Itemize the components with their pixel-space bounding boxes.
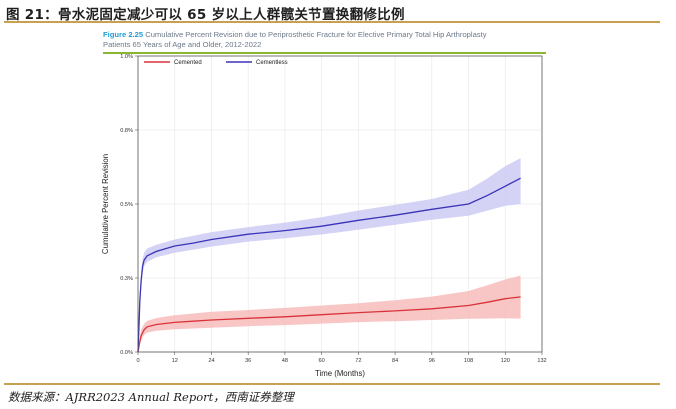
x-tick-label: 108 (464, 358, 473, 364)
x-tick-label: 0 (136, 358, 139, 364)
legend-label-cementless: Cementless (256, 60, 288, 66)
x-tick-label: 72 (355, 358, 361, 364)
x-tick-label: 96 (429, 358, 435, 364)
x-tick-label: 12 (172, 358, 178, 364)
x-tick-label: 24 (208, 358, 214, 364)
figure-label: Figure 2.25 (103, 30, 144, 39)
x-tick-label: 60 (319, 358, 325, 364)
x-tick-label: 120 (501, 358, 510, 364)
y-tick-label: 0.5% (120, 202, 133, 208)
x-axis-title: Time (Months) (315, 369, 365, 378)
series-line-cemented (137, 296, 521, 353)
y-axis-title: Cumulative Percent Revision (101, 154, 110, 254)
y-tick-label: 0.3% (120, 276, 133, 282)
series-lines (137, 177, 521, 353)
bottom-divider (4, 383, 660, 385)
figure-caption-line1: Cumulative Percent Revision due to Perip… (143, 30, 487, 39)
x-axis-ticks: 0 12 24 36 48 60 72 84 96 108 120 132 (136, 352, 547, 364)
x-tick-label: 48 (282, 358, 288, 364)
y-tick-label: 0.0% (120, 350, 133, 356)
confidence-bands (138, 158, 521, 352)
legend-label-cemented: Cemented (174, 60, 202, 66)
x-tick-label: 84 (392, 358, 398, 364)
report-figure-title: 图 21：骨水泥固定减少可以 65 岁以上人群髋关节置换翻修比例 (6, 7, 405, 23)
figure-caption: Figure 2.25 Cumulative Percent Revision … (103, 30, 487, 50)
source-note: 数据来源：AJRR2023 Annual Report，西南证券整理 (8, 390, 294, 404)
y-tick-label: 0.8% (120, 128, 133, 134)
y-axis-ticks: 0.0% 0.3% 0.5% 0.8% 1.0% (120, 54, 138, 356)
figure-caption-underline (103, 52, 546, 54)
top-divider (4, 21, 660, 23)
series-line-cementless (137, 177, 521, 353)
figure-caption-line2: Patients 65 Years of Age and Older, 2012… (103, 40, 262, 49)
x-tick-label: 36 (245, 358, 251, 364)
chart-legend: Cemented Cementless (144, 60, 288, 66)
x-tick-label: 132 (537, 358, 546, 364)
confidence-band-cementless (138, 158, 521, 352)
y-tick-label: 1.0% (120, 54, 133, 60)
